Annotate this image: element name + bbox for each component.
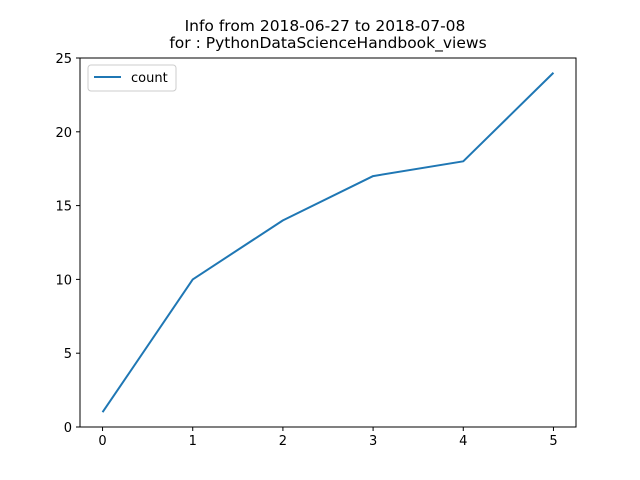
x-tick-label: 4 bbox=[459, 434, 467, 449]
chart-title: Info from 2018-06-27 to 2018-07-08 bbox=[185, 17, 466, 35]
legend-box bbox=[87, 64, 177, 92]
axes-frame bbox=[79, 57, 577, 428]
x-tick-label: 5 bbox=[549, 434, 557, 449]
x-axis: 0 1 2 3 4 5 bbox=[98, 427, 558, 449]
y-tick-label: 0 bbox=[64, 421, 72, 436]
x-tick-label: 2 bbox=[279, 434, 287, 449]
y-tick-label: 15 bbox=[55, 200, 72, 215]
y-axis: 0 5 10 15 20 25 bbox=[55, 52, 80, 436]
y-tick-label: 20 bbox=[55, 126, 72, 141]
series-line-count bbox=[101, 72, 555, 413]
x-tick-label: 0 bbox=[98, 434, 106, 449]
y-tick-label: 25 bbox=[55, 52, 72, 67]
plot-area bbox=[101, 72, 555, 413]
y-tick-label: 5 bbox=[64, 347, 72, 362]
legend: count bbox=[87, 64, 177, 92]
chart-subtitle: for : PythonDataScienceHandbook_views bbox=[169, 34, 486, 53]
x-tick-label: 3 bbox=[369, 434, 377, 449]
y-tick-label: 10 bbox=[55, 273, 72, 288]
legend-label: count bbox=[131, 71, 168, 86]
x-tick-label: 1 bbox=[189, 434, 197, 449]
